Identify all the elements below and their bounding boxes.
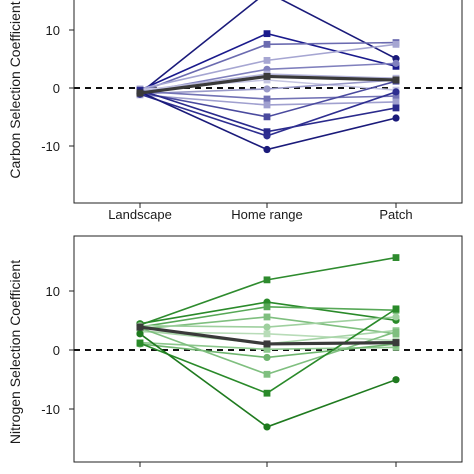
nitrogen-mean-point-2 — [263, 340, 271, 348]
nitrogen-point-s10-home-range — [263, 370, 271, 378]
nitrogen-ytick-neg10: -10 — [41, 402, 60, 417]
nitrogen-mean-group — [136, 323, 400, 348]
carbon-xtick-landscape: Landscape — [108, 207, 172, 222]
carbon-ytick-10: 10 — [46, 23, 60, 38]
nitrogen-ytick-10: 10 — [46, 284, 60, 299]
carbon-point-s12-home-range — [263, 128, 271, 136]
nitrogen-point-s11-patch — [392, 305, 400, 313]
nitrogen-point-s11-landscape — [136, 339, 144, 347]
carbon-point-s4-patch — [392, 40, 400, 48]
carbon-point-s3-home-range — [263, 40, 271, 48]
nitrogen-point-s11-home-range — [263, 389, 271, 397]
nitrogen-point-s9-home-range — [263, 353, 271, 362]
carbon-mean-point-1 — [136, 89, 144, 97]
carbon-mean-point-3 — [392, 76, 400, 84]
nitrogen-point-s10-patch — [392, 328, 400, 336]
nitrogen-point-s12-home-range — [263, 423, 271, 431]
nitrogen-point-s1-home-range — [263, 276, 271, 284]
carbon-point-s10-home-range — [263, 101, 271, 109]
nitrogen-point-s4-home-range — [263, 313, 271, 321]
nitrogen-point-s8-home-range — [263, 345, 271, 353]
nitrogen-point-s5-home-range — [263, 323, 271, 331]
carbon-point-s2-home-range — [263, 30, 271, 38]
carbon-point-s14-patch — [392, 114, 400, 122]
nitrogen-point-s5-patch — [392, 313, 400, 321]
carbon-point-s5-patch — [392, 59, 400, 67]
nitrogen-point-s12-landscape — [136, 330, 144, 338]
carbon-point-s12-patch — [392, 104, 400, 112]
nitrogen-point-s6-home-range — [263, 330, 271, 338]
nitrogen-ytick-0: 0 — [53, 343, 60, 358]
carbon-point-s13-home-range — [263, 132, 271, 140]
carbon-point-s14-home-range — [263, 145, 271, 154]
carbon-xtick-homerange: Home range — [231, 207, 303, 222]
carbon-point-s8-home-range — [263, 85, 271, 93]
carbon-mean-point-2 — [263, 72, 271, 80]
carbon-ylabel: Carbon Selection Coefficient — [7, 1, 23, 178]
carbon-point-s10-patch — [392, 98, 400, 106]
carbon-point-s11-home-range — [263, 113, 271, 121]
nitrogen-point-s1-patch — [392, 254, 400, 261]
nitrogen-ylabel: Nitrogen Selection Coefficient — [7, 260, 23, 444]
carbon-ytick-0: 0 — [53, 81, 60, 96]
carbon-series-line-1 — [139, 0, 397, 94]
carbon-point-s13-patch — [392, 88, 400, 96]
nitrogen-mean-point-1 — [136, 323, 144, 331]
nitrogen-panel: 10 0 -10 Nitrogen Selection Coefficient — [7, 235, 463, 467]
carbon-mean-group — [136, 72, 400, 97]
carbon-point-s4-home-range — [263, 56, 271, 64]
nitrogen-mean-point-3 — [392, 339, 400, 347]
carbon-point-s9-patch — [392, 92, 400, 100]
carbon-panel: 10 0 -10 Landscape Home range Patch Carb… — [7, 0, 463, 222]
carbon-series-group — [136, 0, 400, 154]
carbon-ytick-neg10: -10 — [41, 139, 60, 154]
carbon-xtick-patch: Patch — [379, 207, 412, 222]
carbon-point-s9-home-range — [263, 95, 271, 103]
nitrogen-point-s3-home-range — [263, 303, 271, 311]
nitrogen-point-s12-patch — [392, 376, 400, 384]
carbon-point-s7-home-range — [263, 76, 271, 84]
